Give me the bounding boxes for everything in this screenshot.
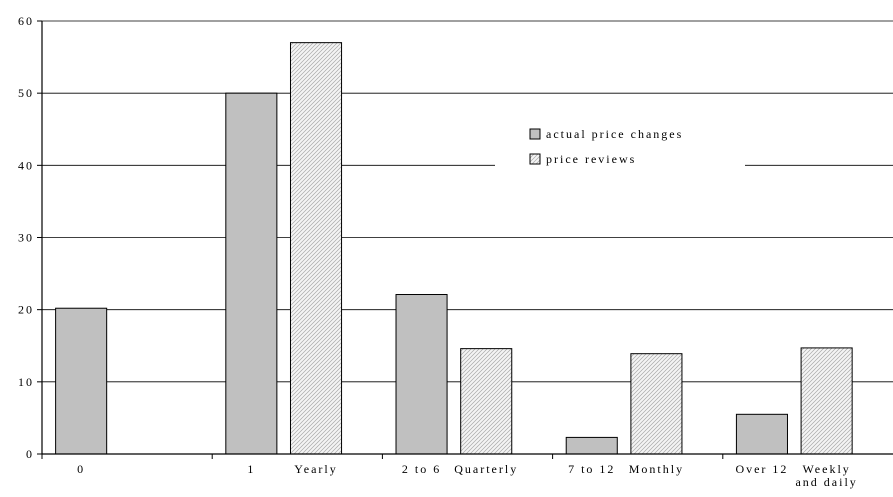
bar xyxy=(460,348,513,455)
bar xyxy=(395,294,448,455)
bar xyxy=(225,92,278,455)
legend-label: actual price changes xyxy=(546,127,683,141)
legend-swatch xyxy=(529,128,541,140)
y-tick-label: 30 xyxy=(18,231,34,245)
legend-label: price reviews xyxy=(546,152,636,166)
y-tick-labels: 0 10 20 30 40 50 60 xyxy=(18,14,34,461)
x-category-labels: 0 1 Yearly 2 to 6 Quarterly 7 to 12 Monthly Ove… xyxy=(77,462,857,489)
x-category-label: 7 to 12 xyxy=(568,462,615,476)
bar xyxy=(735,413,788,455)
x-category-label: 1 xyxy=(247,462,255,476)
x-category-label: Weekly and daily xyxy=(795,462,857,489)
x-category-label: Quarterly xyxy=(454,462,518,476)
bar xyxy=(630,353,683,455)
bar xyxy=(289,42,343,455)
x-category-label: 0 xyxy=(77,462,85,476)
y-tick-label: 10 xyxy=(18,375,34,389)
y-tick-label: 50 xyxy=(18,86,34,100)
bar xyxy=(800,347,853,455)
axes xyxy=(37,20,893,459)
bar xyxy=(55,307,108,455)
bars xyxy=(55,42,853,455)
y-tick-label: 40 xyxy=(18,158,34,172)
x-category-label: Yearly xyxy=(294,462,337,476)
y-tick-label: 20 xyxy=(18,303,34,317)
legend-box xyxy=(495,118,745,180)
legend-swatch xyxy=(529,153,541,165)
x-category-label: Over 12 xyxy=(735,462,788,476)
y-tick-label: 60 xyxy=(18,14,34,28)
gridlines xyxy=(42,20,893,383)
x-category-label: Monthly xyxy=(629,462,684,476)
legend: actual price changes price reviews xyxy=(495,118,745,180)
y-tick-label: 0 xyxy=(26,447,34,461)
bar xyxy=(565,436,618,455)
x-category-label: 2 to 6 xyxy=(402,462,441,476)
